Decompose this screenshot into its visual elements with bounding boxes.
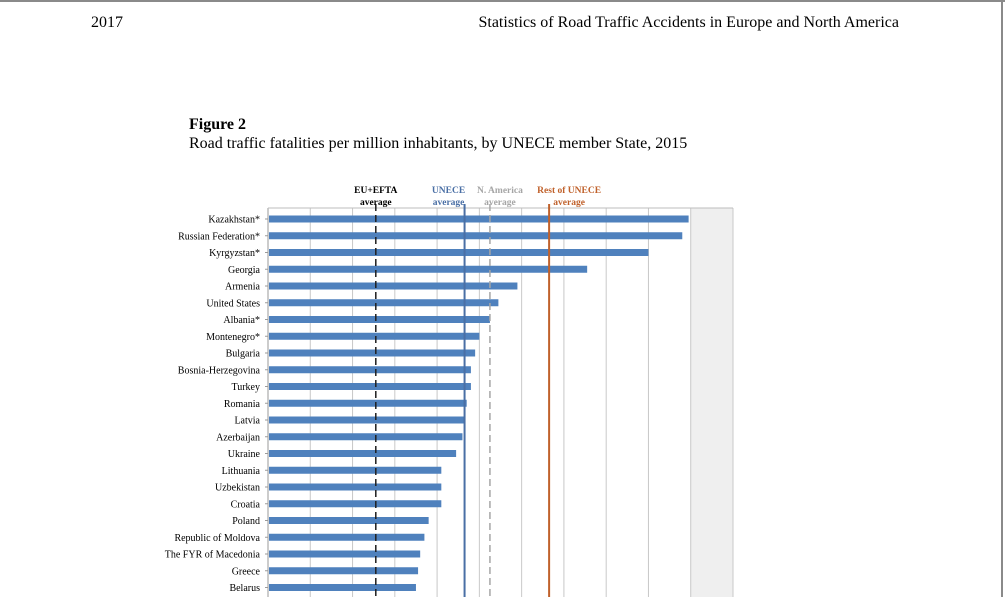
- bar: [269, 215, 689, 223]
- reference-label: N. America: [477, 186, 523, 196]
- category-label: Turkey: [231, 382, 260, 393]
- category-label: Republic of Moldova: [174, 533, 260, 544]
- category-label: Kazakhstan*: [208, 215, 260, 226]
- category-label: Greece: [232, 566, 261, 577]
- reference-label: average: [553, 198, 585, 208]
- category-label: Bulgaria: [226, 349, 261, 360]
- category-label: Croatia: [231, 499, 261, 510]
- plot-band: [690, 208, 733, 597]
- bar: [269, 550, 421, 558]
- reference-label: average: [433, 198, 465, 208]
- category-label: United States: [206, 298, 260, 309]
- bar: [269, 282, 518, 290]
- bar: [269, 265, 588, 273]
- bar: [269, 249, 649, 256]
- bar: [269, 466, 442, 474]
- category-label: Azerbaijan: [216, 432, 260, 443]
- category-label: Uzbekistan: [215, 483, 260, 494]
- bar: [269, 450, 457, 457]
- bar: [269, 232, 683, 240]
- category-label: Albania*: [223, 315, 260, 326]
- bar: [269, 399, 467, 407]
- reference-label: UNECE: [432, 186, 465, 196]
- bar: [269, 500, 442, 508]
- category-label: Ukraine: [228, 449, 261, 460]
- bar: [269, 567, 419, 575]
- bar: [269, 517, 429, 524]
- bar: [269, 584, 416, 591]
- reference-label: average: [360, 198, 392, 208]
- category-label: The FYR of Macedonia: [165, 550, 261, 561]
- figure-label: Figure 2: [189, 116, 247, 133]
- category-label: Georgia: [228, 265, 261, 276]
- reference-label: EU+EFTA: [354, 186, 397, 196]
- bar: [269, 383, 471, 390]
- bar: [269, 316, 490, 323]
- category-label: Belarus: [229, 583, 260, 594]
- bar: [269, 332, 480, 340]
- page-top-border: [0, 0, 1005, 2]
- page-year: 2017: [91, 14, 123, 31]
- category-label: Armenia: [225, 282, 261, 293]
- bar: [269, 299, 499, 307]
- document-title: Statistics of Road Traffic Accidents in …: [478, 14, 899, 31]
- figure-caption: Road traffic fatalities per million inha…: [189, 135, 688, 152]
- category-label: Romania: [224, 399, 261, 410]
- category-label: Lithuania: [222, 466, 261, 477]
- bar: [269, 533, 425, 541]
- bar: [269, 483, 442, 491]
- reference-label: average: [484, 198, 516, 208]
- category-label: Montenegro*: [206, 332, 260, 343]
- category-label: Latvia: [234, 416, 260, 427]
- bar: [269, 433, 463, 441]
- bar: [269, 349, 476, 357]
- category-label: Russian Federation*: [178, 231, 260, 242]
- bar: [269, 366, 471, 374]
- category-label: Kyrgyzstan*: [209, 248, 260, 259]
- reference-label: Rest of UNECE: [537, 186, 601, 196]
- category-label: Poland: [232, 516, 260, 527]
- page-right-border: [1001, 0, 1003, 597]
- category-label: Bosnia-Herzegovina: [178, 365, 261, 376]
- bar: [269, 416, 465, 424]
- fatalities-bar-chart: Kazakhstan* Russian Federation* Kyrgyzstan…: [165, 186, 734, 597]
